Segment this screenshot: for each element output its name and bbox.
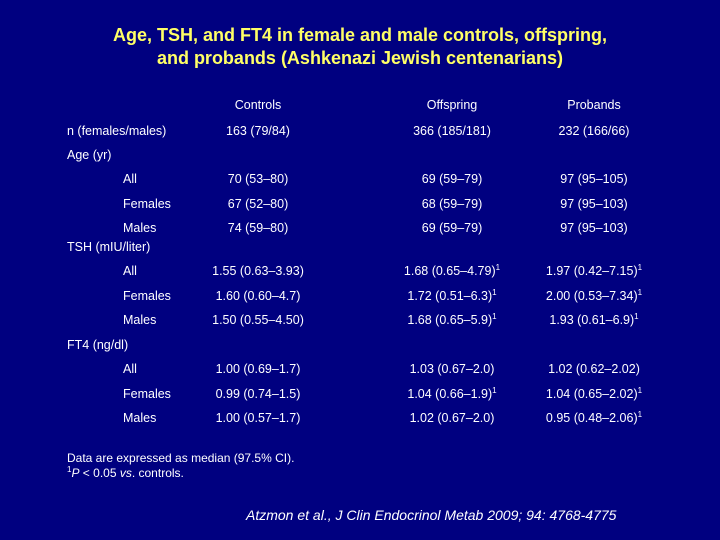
cell-probands: 1.04 (0.65–2.02)1	[519, 385, 669, 401]
row-label: Males	[123, 411, 157, 425]
significance-mark: 1	[637, 262, 643, 272]
cell-value: 1.68 (0.65–5.9)	[407, 313, 493, 327]
cell-controls: 1.55 (0.63–3.93)	[188, 264, 328, 278]
cell-offspring: 1.04 (0.66–1.9)1	[372, 385, 532, 401]
row-label: All	[123, 362, 137, 376]
cell-offspring: 69 (59–79)	[372, 172, 532, 186]
cell-value: 1.97 (0.42–7.15)	[545, 264, 638, 278]
footnote-p: P	[71, 466, 80, 480]
slide-title: Age, TSH, and FT4 in female and male con…	[30, 24, 690, 70]
cell-value: 69 (59–79)	[421, 172, 483, 186]
citation: Atzmon et al., J Clin Endocrinol Metab 2…	[246, 507, 617, 523]
cell-value: 1.04 (0.66–1.9)	[407, 386, 493, 401]
footnote-line-1: Data are expressed as median (97.5% CI).	[67, 451, 295, 465]
cell-offspring: 1.68 (0.65–4.79)1	[372, 262, 532, 278]
cell-probands: 2.00 (0.53–7.34)1	[519, 287, 669, 303]
cell-value: 97 (95–103)	[560, 196, 628, 211]
cell-probands: 97 (95–105)	[519, 172, 669, 186]
row-label: Females	[123, 386, 171, 401]
column-header-controls: Controls	[234, 98, 282, 112]
footnote: Data are expressed as median (97.5% CI).…	[67, 451, 294, 481]
cell-value: 74 (59–80)	[227, 221, 289, 235]
n-row-label: n (females/males)	[67, 124, 167, 138]
row-label: Males	[123, 313, 157, 327]
cell-value: 97 (95–103)	[560, 221, 628, 235]
significance-mark: 1	[637, 385, 643, 395]
cell-value: 1.68 (0.65–4.79)	[403, 264, 496, 278]
footnote-vs: vs	[119, 466, 132, 480]
cell-offspring: 1.68 (0.65–5.9)1	[372, 311, 532, 327]
cell-probands: 1.97 (0.42–7.15)1	[519, 262, 669, 278]
cell-value: 70 (53–80)	[227, 172, 289, 186]
row-label: All	[123, 172, 137, 186]
cell-value: 69 (59–79)	[421, 221, 483, 235]
cell-value: 1.50 (0.55–4.50)	[212, 313, 304, 327]
cell-value: 2.00 (0.53–7.34)	[545, 288, 638, 303]
title-line-1: Age, TSH, and FT4 in female and male con…	[112, 25, 608, 45]
footnote-end: . controls.	[131, 466, 184, 480]
column-header-probands: Probands	[567, 98, 621, 112]
n-offspring: 366 (185/181)	[413, 124, 491, 138]
row-label: Males	[123, 221, 157, 235]
significance-mark: 1	[637, 287, 643, 297]
significance-mark: 1	[492, 385, 497, 395]
cell-value: 67 (52–80)	[227, 196, 289, 211]
cell-probands: 1.02 (0.62–2.02)	[519, 362, 669, 376]
cell-value: 1.04 (0.65–2.02)	[545, 386, 638, 401]
cell-offspring: 69 (59–79)	[372, 221, 532, 235]
cell-controls: 1.50 (0.55–4.50)	[188, 313, 328, 327]
cell-controls: 70 (53–80)	[188, 172, 328, 186]
cell-value: 1.60 (0.60–4.7)	[215, 288, 301, 303]
footnote-mid: < 0.05	[79, 466, 120, 480]
cell-value: 1.93 (0.61–6.9)	[549, 313, 635, 327]
column-header-offspring: Offspring	[426, 98, 478, 112]
cell-value: 1.02 (0.67–2.0)	[409, 411, 495, 425]
cell-offspring: 1.03 (0.67–2.0)	[372, 362, 532, 376]
cell-value: 0.95 (0.48–2.06)	[545, 411, 638, 425]
footnote-sup: 1	[67, 465, 72, 474]
cell-value: 1.72 (0.51–6.3)	[407, 288, 493, 303]
cell-probands: 97 (95–103)	[519, 197, 669, 211]
row-label: All	[123, 264, 137, 278]
cell-value: 1.55 (0.63–3.93)	[212, 264, 304, 278]
significance-mark: 1	[634, 311, 639, 321]
cell-probands: 97 (95–103)	[519, 221, 669, 235]
cell-controls: 1.60 (0.60–4.7)	[188, 289, 328, 303]
cell-value: 1.00 (0.57–1.7)	[215, 411, 301, 425]
section-label: TSH (mIU/liter)	[67, 240, 151, 254]
cell-value: 1.03 (0.67–2.0)	[409, 362, 495, 376]
cell-value: 1.00 (0.69–1.7)	[215, 362, 301, 376]
cell-offspring: 68 (59–79)	[372, 197, 532, 211]
cell-offspring: 1.72 (0.51–6.3)1	[372, 287, 532, 303]
footnote-line-2: 1P < 0.05 vs. controls.	[67, 466, 294, 481]
n-probands: 232 (166/66)	[558, 124, 630, 138]
cell-controls: 67 (52–80)	[188, 197, 328, 211]
cell-value: 1.02 (0.62–2.02)	[548, 362, 640, 376]
cell-value: 97 (95–105)	[560, 172, 628, 186]
n-controls: 163 (79/84)	[226, 124, 290, 138]
section-label: Age (yr)	[67, 148, 112, 162]
significance-mark: 1	[492, 287, 497, 297]
significance-mark: 1	[492, 311, 497, 321]
cell-controls: 74 (59–80)	[188, 221, 328, 235]
significance-mark: 1	[495, 262, 501, 272]
cell-offspring: 1.02 (0.67–2.0)	[372, 411, 532, 425]
cell-controls: 1.00 (0.69–1.7)	[188, 362, 328, 376]
section-label: FT4 (ng/dl)	[67, 338, 129, 352]
significance-mark: 1	[637, 409, 643, 419]
cell-probands: 1.93 (0.61–6.9)1	[519, 311, 669, 327]
cell-controls: 0.99 (0.74–1.5)	[188, 387, 328, 401]
title-line-2: and probands (Ashkenazi Jewish centenari…	[156, 48, 564, 68]
cell-controls: 1.00 (0.57–1.7)	[188, 411, 328, 425]
cell-value: 0.99 (0.74–1.5)	[215, 386, 301, 401]
row-label: Females	[123, 196, 171, 211]
cell-probands: 0.95 (0.48–2.06)1	[519, 409, 669, 425]
cell-value: 68 (59–79)	[421, 196, 483, 211]
row-label: Females	[123, 288, 171, 303]
